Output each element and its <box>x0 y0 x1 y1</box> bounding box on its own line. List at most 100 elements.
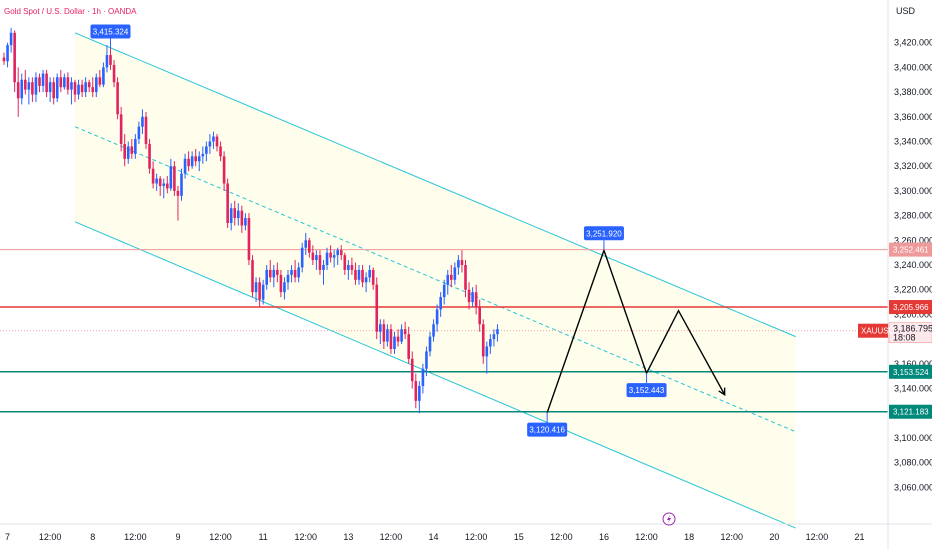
candle[interactable] <box>173 161 176 196</box>
candle[interactable] <box>59 69 63 93</box>
candle[interactable] <box>325 247 329 270</box>
candle[interactable] <box>2 52 6 65</box>
candle[interactable] <box>162 178 166 199</box>
candle[interactable] <box>166 176 169 194</box>
candle[interactable] <box>386 324 389 347</box>
candle[interactable] <box>95 73 98 98</box>
candle[interactable] <box>123 134 126 167</box>
candle[interactable] <box>226 178 229 228</box>
candle[interactable] <box>442 279 446 305</box>
candle[interactable] <box>233 200 237 226</box>
candle[interactable] <box>354 262 357 285</box>
candle[interactable] <box>418 381 421 414</box>
channel-upper-line[interactable] <box>74 32 796 338</box>
candle[interactable] <box>31 77 34 102</box>
candle[interactable] <box>208 134 212 154</box>
candle[interactable] <box>48 77 52 102</box>
candle[interactable] <box>240 205 244 233</box>
candle[interactable] <box>112 59 116 88</box>
candle[interactable] <box>258 277 261 307</box>
candle[interactable] <box>148 139 151 174</box>
candle[interactable] <box>496 324 499 342</box>
candle[interactable] <box>201 146 205 164</box>
candle[interactable] <box>251 255 254 298</box>
candle[interactable] <box>453 262 457 285</box>
candle[interactable] <box>361 265 364 288</box>
candle[interactable] <box>20 73 24 105</box>
candle[interactable] <box>400 324 403 345</box>
candle[interactable] <box>109 47 112 70</box>
candle[interactable] <box>279 269 283 298</box>
level-axis-tag[interactable]: 3,153.524 <box>889 364 932 379</box>
candle[interactable] <box>435 304 439 332</box>
candle[interactable] <box>24 69 27 95</box>
candle[interactable] <box>485 341 489 374</box>
candle[interactable] <box>52 77 55 105</box>
candle[interactable] <box>403 321 407 340</box>
candle[interactable] <box>272 265 276 288</box>
candle[interactable] <box>27 77 31 105</box>
candle[interactable] <box>34 72 38 102</box>
candle[interactable] <box>432 319 435 342</box>
level-axis-tag[interactable]: 3,121.183 <box>889 404 932 419</box>
candle[interactable] <box>478 299 481 332</box>
candle[interactable] <box>396 329 400 347</box>
candle[interactable] <box>474 284 478 315</box>
candle[interactable] <box>283 277 286 300</box>
candle[interactable] <box>187 151 190 172</box>
candle[interactable] <box>183 153 187 179</box>
candle[interactable] <box>63 73 66 90</box>
channel-mid-line[interactable] <box>74 126 796 433</box>
candle[interactable] <box>332 250 336 268</box>
price-callout[interactable]: 3,120.416 <box>527 412 568 437</box>
candle[interactable] <box>105 45 109 73</box>
candle[interactable] <box>379 319 382 345</box>
candle[interactable] <box>91 77 95 98</box>
candle[interactable] <box>439 292 442 317</box>
candle[interactable] <box>66 72 70 95</box>
candle[interactable] <box>80 79 84 98</box>
candle[interactable] <box>481 319 485 364</box>
candle[interactable] <box>55 73 59 102</box>
candle[interactable] <box>205 141 208 162</box>
candle[interactable] <box>45 69 48 98</box>
candle[interactable] <box>308 237 311 258</box>
candle[interactable] <box>84 77 87 98</box>
candle[interactable] <box>151 161 155 189</box>
candle[interactable] <box>16 67 20 117</box>
candle[interactable] <box>293 260 297 283</box>
candle[interactable] <box>98 69 102 88</box>
candle[interactable] <box>471 287 474 307</box>
candle[interactable] <box>38 73 41 93</box>
price-callout[interactable]: 3,415.324 <box>90 24 131 49</box>
candle[interactable] <box>9 27 13 53</box>
candle[interactable] <box>357 265 361 285</box>
candle[interactable] <box>265 265 268 290</box>
candle[interactable] <box>446 269 450 295</box>
candle[interactable] <box>407 326 410 364</box>
candle[interactable] <box>237 203 240 226</box>
candle[interactable] <box>222 151 226 191</box>
candle[interactable] <box>460 250 464 273</box>
candle[interactable] <box>297 262 300 283</box>
candle[interactable] <box>425 346 428 377</box>
candle[interactable] <box>457 255 460 275</box>
candle[interactable] <box>215 134 219 152</box>
candle[interactable] <box>318 250 322 275</box>
candle[interactable] <box>254 277 258 303</box>
candle[interactable] <box>169 158 173 191</box>
candle[interactable] <box>77 79 80 100</box>
candle[interactable] <box>102 62 105 88</box>
price-callout[interactable]: 3,152.443 <box>626 373 667 398</box>
candle[interactable] <box>382 319 386 349</box>
candle[interactable] <box>87 79 91 93</box>
candle[interactable] <box>393 331 396 354</box>
candle[interactable] <box>141 109 144 135</box>
candle[interactable] <box>336 247 339 265</box>
candle[interactable] <box>368 265 371 283</box>
candle[interactable] <box>311 245 315 265</box>
candle[interactable] <box>464 260 467 298</box>
level-axis-tag[interactable]: 3,252.461 <box>889 242 932 257</box>
